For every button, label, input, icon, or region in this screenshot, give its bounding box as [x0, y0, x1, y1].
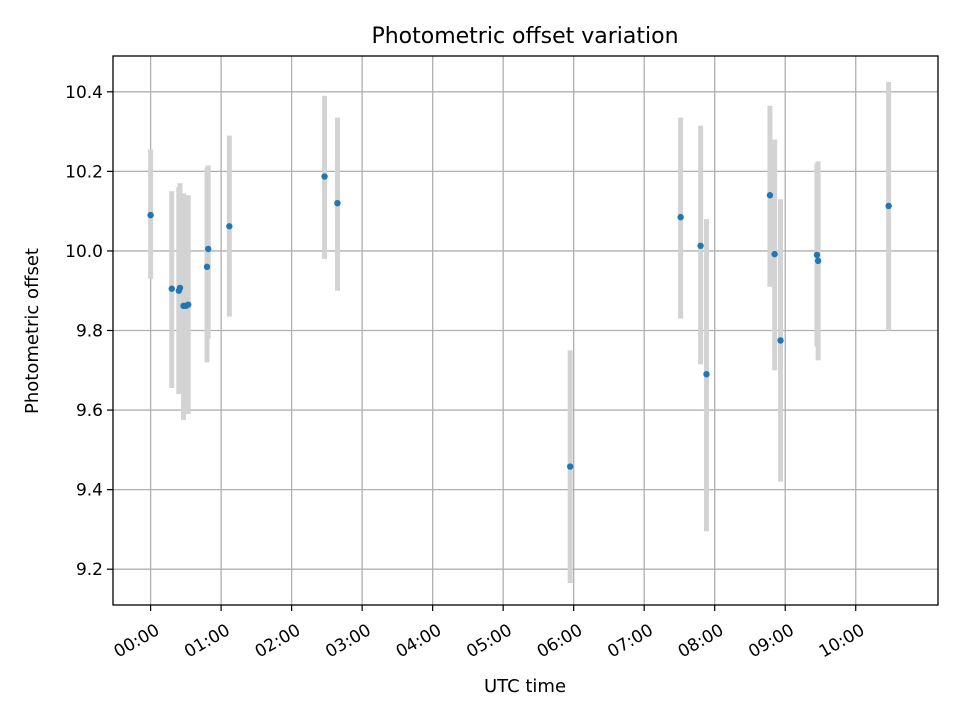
data-point [204, 245, 212, 253]
y-tick-label: 10.2 [65, 162, 103, 182]
y-tick-label: 9.8 [76, 322, 103, 342]
data-point [766, 192, 774, 199]
data-point [697, 242, 704, 249]
y-tick-label: 9.4 [76, 481, 103, 501]
data-point [334, 199, 341, 207]
y-axis-label: Photometric offset [22, 248, 43, 414]
data-point [185, 301, 192, 308]
data-point [813, 251, 821, 259]
data-point [226, 223, 233, 230]
y-axis-ticks: 9.2 9.4 9.6 9.8 10.0 10.2 10.4 [65, 83, 113, 580]
data-point [321, 173, 328, 180]
data-point [168, 285, 175, 292]
y-tick-label: 9.2 [76, 560, 103, 580]
data-point [203, 263, 211, 271]
data-points [147, 173, 892, 470]
data-point [566, 463, 574, 470]
data-point [147, 211, 154, 219]
data-point [814, 257, 822, 265]
grid [113, 56, 938, 605]
y-tick-label: 9.6 [76, 401, 103, 421]
y-tick-label: 10.4 [65, 83, 103, 103]
x-axis-label: UTC time [484, 676, 566, 697]
data-point [176, 284, 184, 292]
y-tick-label: 10.0 [65, 242, 103, 262]
data-point [777, 337, 784, 344]
data-point [703, 371, 710, 378]
data-point [677, 213, 684, 221]
data-point [771, 250, 778, 258]
data-point [885, 202, 892, 210]
chart-title: Photometric offset variation [371, 24, 678, 49]
